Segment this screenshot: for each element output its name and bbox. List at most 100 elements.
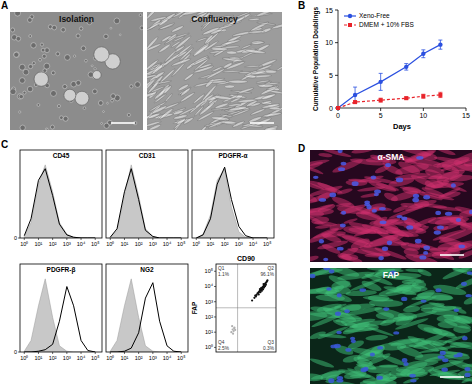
y-tick <box>214 286 216 287</box>
fiber <box>360 279 382 293</box>
nucleus <box>337 376 343 380</box>
cell <box>110 27 112 29</box>
marker <box>353 100 357 104</box>
quadrant-percent: 1.1% <box>218 272 230 277</box>
cell <box>111 94 116 99</box>
fiber <box>331 195 356 210</box>
fiber <box>403 377 420 384</box>
x-tick <box>81 352 82 354</box>
error-bar <box>379 73 383 90</box>
fiber <box>318 333 346 339</box>
point <box>265 281 267 283</box>
x-tick <box>138 352 139 354</box>
fiber <box>315 294 345 302</box>
histogram: CD4510⁰10¹10²10³10⁴10⁵0 <box>14 150 102 247</box>
error-cap <box>438 49 442 50</box>
spindle-cell <box>177 106 196 117</box>
fiber <box>310 305 339 316</box>
spindle-cell <box>172 12 190 18</box>
spindle-cell <box>241 44 252 49</box>
error-cap <box>379 90 383 91</box>
image-label: Confluency <box>191 14 238 24</box>
y-tick-label: 5 <box>329 72 333 79</box>
plot-area <box>216 264 276 352</box>
cell <box>85 59 88 62</box>
cell <box>42 54 46 58</box>
x-tick <box>238 238 239 240</box>
fiber <box>375 372 391 383</box>
point <box>264 284 266 286</box>
nucleus <box>453 354 459 357</box>
fiber <box>311 369 346 382</box>
spindle-cell <box>223 62 233 69</box>
fiber <box>434 155 464 164</box>
nucleus <box>364 203 370 206</box>
y-tick <box>214 271 216 272</box>
spindle-cell <box>276 64 282 71</box>
spindle-cell <box>176 118 186 126</box>
x-tick <box>66 352 67 354</box>
fiber <box>316 191 332 202</box>
cell <box>37 104 40 107</box>
nucleus <box>387 240 392 245</box>
spindle-cell <box>194 58 210 72</box>
y-axis-label: Cumulative Population Doublings <box>312 7 320 111</box>
cell <box>19 111 21 113</box>
cell <box>139 14 142 17</box>
plot-area <box>24 279 95 352</box>
nucleus <box>336 331 342 334</box>
cell <box>44 63 50 69</box>
spindle-cell <box>223 70 243 72</box>
histogram-area <box>110 165 181 238</box>
spindle-cell <box>251 41 264 44</box>
x-tick-label: 10⁴ <box>163 355 172 361</box>
plot-area <box>196 167 267 238</box>
x-tick-label: 10⁴ <box>249 241 258 247</box>
y-tick <box>214 332 216 333</box>
x-tick <box>81 238 82 240</box>
nucleus <box>344 309 350 313</box>
nucleus <box>374 193 379 196</box>
error-bar <box>421 94 425 98</box>
cell <box>41 48 45 52</box>
x-tick <box>38 238 39 240</box>
nucleus <box>352 181 359 186</box>
point <box>233 327 235 329</box>
x-tick <box>124 352 125 354</box>
fiber <box>365 252 391 258</box>
y-tick-label: 10² <box>205 314 213 320</box>
fiber <box>310 165 324 176</box>
spindle-cell <box>250 108 266 116</box>
fiber <box>369 218 404 226</box>
cell <box>56 52 60 56</box>
error-cap <box>404 70 408 71</box>
cell <box>46 128 48 130</box>
cell <box>23 91 26 94</box>
spindle-cell <box>221 121 237 124</box>
x-tick <box>124 238 125 240</box>
nucleus <box>458 245 465 249</box>
fiber <box>435 150 456 156</box>
panel-label: A <box>1 0 8 11</box>
cell <box>79 27 82 30</box>
spindle-cell <box>154 93 167 103</box>
marker <box>404 96 408 100</box>
error-cap <box>438 97 442 98</box>
cell <box>127 113 130 116</box>
spindle-cell <box>152 105 168 115</box>
spindle-cell <box>147 112 160 119</box>
nucleus <box>410 379 416 382</box>
spindle-cell <box>147 36 159 51</box>
cell <box>98 101 103 106</box>
gate-line <box>216 307 276 308</box>
x-tick <box>24 238 25 240</box>
nucleus <box>363 367 368 372</box>
histogram-area <box>24 165 95 238</box>
nucleus <box>467 271 472 275</box>
legend-entry: Xeno-Free <box>344 12 390 19</box>
nucleus <box>337 247 344 251</box>
nucleus <box>462 336 467 340</box>
x-tick-label: 10⁴ <box>163 241 172 247</box>
fiber <box>314 221 337 227</box>
spindle-cell <box>147 74 157 80</box>
